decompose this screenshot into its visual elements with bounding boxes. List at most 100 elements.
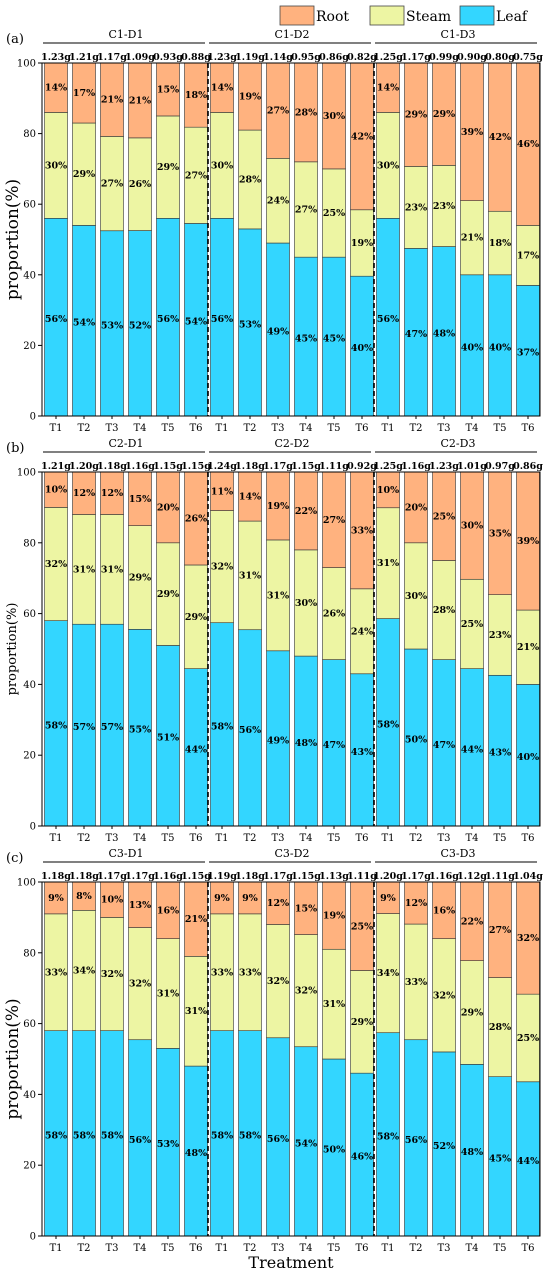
legend-label-steam: Steam <box>406 9 451 25</box>
x-tick-label: T3 <box>437 833 450 844</box>
bar-label-steam: 33% <box>405 977 427 988</box>
legend-swatch-leaf <box>459 5 495 26</box>
bar-label-steam: 25% <box>461 619 483 630</box>
x-tick-label: T1 <box>381 833 394 844</box>
bar-label-leaf: 47% <box>323 740 345 751</box>
y-axis-title: proportion(%) <box>5 603 20 696</box>
y-tick-label: 60 <box>23 1019 36 1030</box>
bar-label-steam: 31% <box>239 570 261 581</box>
bar-label-steam: 23% <box>489 630 511 641</box>
bar-label-leaf: 54% <box>295 1138 317 1149</box>
bar-label-steam: 31% <box>101 564 123 575</box>
group-c1-d3: C1-D3 56% 30% 14% 1.25g T1 47% 23% 29% 1.17g T2 48%… <box>373 28 543 434</box>
group-c2-d1: C2-D1 58% 32% 10% 1.21g T1 57% 31% 12% 1.20g T2 57%… <box>41 437 211 844</box>
x-tick-label: T2 <box>77 1243 90 1254</box>
x-tick-label: T5 <box>161 1243 174 1254</box>
weight-label: 1.17g <box>97 871 127 882</box>
y-tick-label: 40 <box>23 1090 36 1101</box>
x-axis-title: Treatment <box>248 1253 334 1272</box>
weight-label: 1.11g <box>347 871 377 882</box>
x-tick-label: T2 <box>77 423 90 434</box>
bar-label-leaf: 58% <box>377 719 399 730</box>
weight-label: 1.20g <box>373 871 403 882</box>
bar-label-steam: 33% <box>45 967 67 978</box>
weight-label: 1.04g <box>513 871 543 882</box>
bar-label-root: 13% <box>129 900 151 911</box>
bar-label-leaf: 52% <box>129 320 151 331</box>
weight-label: 1.12g <box>457 871 487 882</box>
x-tick-label: T4 <box>465 423 478 434</box>
bar-label-root: 25% <box>351 921 373 932</box>
bar-label-steam: 31% <box>157 989 179 1000</box>
y-tick-label: 80 <box>23 948 36 959</box>
weight-label: 1.14g <box>263 52 293 63</box>
bar-label-root: 28% <box>295 107 317 118</box>
x-tick-label: T4 <box>133 1243 146 1254</box>
bar-label-root: 9% <box>242 893 258 904</box>
bar-label-root: 21% <box>101 95 123 106</box>
group-c2-d3: C2-D3 58% 31% 10% 1.25g T1 50% 30% 20% 1.16g T2 47%… <box>373 437 543 844</box>
weight-label: 0.95g <box>291 52 321 63</box>
y-tick-label: 60 <box>23 200 36 211</box>
weight-label: 0.82g <box>347 52 377 63</box>
weight-label: 1.18g <box>97 461 127 472</box>
bar-label-steam: 24% <box>267 196 289 207</box>
x-tick-label: T4 <box>133 833 146 844</box>
bar-label-steam: 32% <box>129 979 151 990</box>
bar-label-root: 32% <box>517 933 539 944</box>
bar-label-root: 26% <box>185 513 207 524</box>
weight-label: 1.11g <box>319 461 349 472</box>
bar-label-leaf: 37% <box>517 348 539 359</box>
legend-item-leaf: Leaf <box>459 5 529 26</box>
bar-label-root: 42% <box>351 131 373 142</box>
x-tick-label: T1 <box>49 833 62 844</box>
group-title: C1-D3 <box>441 28 476 41</box>
bar-label-leaf: 43% <box>351 747 373 758</box>
bar-label-steam: 30% <box>405 591 427 602</box>
bar-label-root: 12% <box>405 898 427 909</box>
bar-label-leaf: 40% <box>351 343 373 354</box>
bar-label-leaf: 48% <box>433 328 455 339</box>
bar-label-leaf: 47% <box>405 329 427 340</box>
group-title: C1-D1 <box>109 28 144 41</box>
bar-label-steam: 30% <box>377 160 399 171</box>
x-tick-label: T6 <box>355 423 368 434</box>
weight-label: 1.24g <box>207 461 237 472</box>
bar-label-leaf: 44% <box>461 744 483 755</box>
x-tick-label: T5 <box>327 1243 340 1254</box>
weight-label: 1.20g <box>69 461 99 472</box>
bar-label-leaf: 54% <box>73 318 95 329</box>
x-tick-label: T2 <box>243 423 256 434</box>
weight-label: 1.17g <box>263 461 293 472</box>
bar-label-leaf: 44% <box>517 1156 539 1167</box>
x-tick-label: T5 <box>493 1243 506 1254</box>
x-tick-label: T3 <box>271 423 284 434</box>
x-tick-label: T3 <box>105 423 118 434</box>
bar-label-steam: 34% <box>73 966 95 977</box>
bar-label-steam: 26% <box>323 609 345 620</box>
weight-label: 1.18g <box>235 461 265 472</box>
panel-2: (c) proportion(%) 0 20 40 60 80 100 C3-D1 58% 33% 9… <box>3 847 543 1254</box>
bar-label-root: 30% <box>323 111 345 122</box>
group-c1-d1: C1-D1 56% 30% 14% 1.23g T1 54% 29% 17% 1.21g T2 53%… <box>41 28 211 434</box>
bar-label-steam: 25% <box>323 208 345 219</box>
legend-swatch-steam <box>369 5 405 26</box>
weight-label: 1.23g <box>429 461 459 472</box>
plot-frame <box>41 62 541 417</box>
bar-label-root: 12% <box>267 898 289 909</box>
bar-label-steam: 28% <box>239 174 261 185</box>
bar-label-steam: 29% <box>73 169 95 180</box>
plot-frame <box>41 471 541 827</box>
bar-label-root: 27% <box>267 106 289 117</box>
bar-label-leaf: 45% <box>323 334 345 345</box>
bar-label-root: 10% <box>101 895 123 906</box>
panel-0: (a) proportion(%) 0 20 40 60 80 100 C1-D1 56% 30% 1… <box>3 28 543 434</box>
bar-label-steam: 21% <box>461 233 483 244</box>
bar-label-root: 14% <box>377 83 399 94</box>
legend-item-root: Root <box>279 5 349 26</box>
bar-label-leaf: 56% <box>129 1135 151 1146</box>
x-tick-label: T5 <box>327 833 340 844</box>
bar-label-root: 27% <box>489 925 511 936</box>
y-tick-label: 60 <box>23 609 36 620</box>
bar-label-steam: 19% <box>351 238 373 249</box>
